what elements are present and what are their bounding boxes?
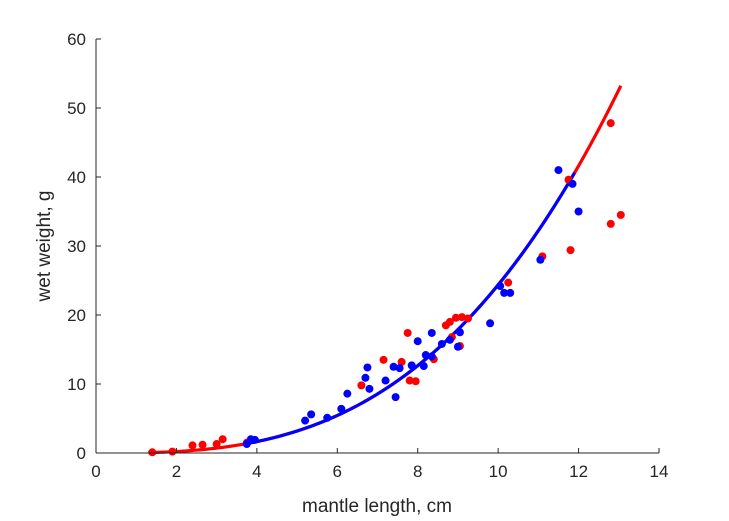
data-point	[391, 393, 400, 402]
data-point	[457, 313, 466, 322]
data-point	[453, 342, 462, 351]
y-tick-label: 40	[67, 168, 86, 187]
data-point	[427, 328, 436, 337]
y-axis-label: wet weight, g	[34, 191, 55, 303]
data-point	[212, 440, 221, 449]
x-tick-label: 12	[569, 462, 588, 481]
y-tick-label: 30	[67, 237, 86, 256]
data-point	[198, 440, 207, 449]
data-point	[365, 384, 374, 393]
data-point	[445, 317, 454, 326]
x-tick-label: 8	[413, 462, 422, 481]
data-point	[413, 337, 422, 346]
data-point	[148, 448, 157, 457]
plot-area	[148, 85, 625, 457]
data-point	[419, 362, 428, 371]
data-point	[407, 361, 416, 370]
y-tick-label: 0	[77, 444, 86, 463]
data-point	[566, 246, 575, 255]
data-point	[307, 410, 316, 419]
y-ticks: 0 10 20 30 40 50 60	[67, 30, 101, 463]
data-point	[343, 389, 352, 398]
x-tick-label: 6	[333, 462, 342, 481]
data-point	[363, 363, 372, 372]
data-point	[451, 313, 460, 322]
x-tick-label: 2	[172, 462, 181, 481]
data-point	[168, 447, 177, 456]
data-point	[574, 207, 583, 216]
data-point	[568, 179, 577, 188]
data-point	[554, 166, 563, 175]
fit-curve-line	[244, 172, 576, 446]
data-point	[463, 314, 472, 323]
data-point	[218, 435, 227, 444]
data-point	[323, 413, 332, 422]
y-tick-label: 20	[67, 306, 86, 325]
x-ticks: 0 2 4 6 8 10 12 14	[91, 448, 668, 481]
y-tick-label: 60	[67, 30, 86, 49]
y-tick-label: 50	[67, 99, 86, 118]
axes	[95, 39, 659, 454]
data-point	[337, 404, 346, 413]
y-tick-label: 10	[67, 375, 86, 394]
data-point	[455, 328, 464, 337]
data-point	[411, 377, 420, 386]
fit-curve-line	[148, 85, 623, 455]
x-tick-label: 14	[650, 462, 669, 481]
data-point	[188, 441, 197, 450]
data-point	[536, 255, 545, 264]
data-point	[379, 355, 388, 364]
data-point	[437, 339, 446, 348]
data-point	[606, 119, 615, 128]
data-point	[381, 376, 390, 385]
x-tick-label: 10	[489, 462, 508, 481]
data-point	[504, 278, 513, 287]
data-point	[397, 357, 406, 366]
data-point	[496, 282, 505, 291]
data-point	[357, 381, 366, 390]
x-tick-label: 4	[252, 462, 261, 481]
x-tick-label: 0	[91, 462, 100, 481]
data-point	[445, 335, 454, 344]
data-point	[405, 376, 414, 385]
data-point	[616, 210, 625, 219]
data-point	[506, 288, 515, 297]
data-point	[421, 351, 430, 360]
data-point	[395, 364, 404, 373]
data-point	[361, 373, 370, 382]
data-point	[427, 352, 436, 361]
data-point	[486, 319, 495, 328]
data-point	[403, 328, 412, 337]
data-point	[301, 416, 310, 425]
data-point	[606, 219, 615, 228]
data-point	[250, 435, 259, 444]
data-point	[500, 288, 509, 297]
data-point	[389, 362, 398, 371]
x-axis-label: mantle length, cm	[302, 496, 452, 517]
